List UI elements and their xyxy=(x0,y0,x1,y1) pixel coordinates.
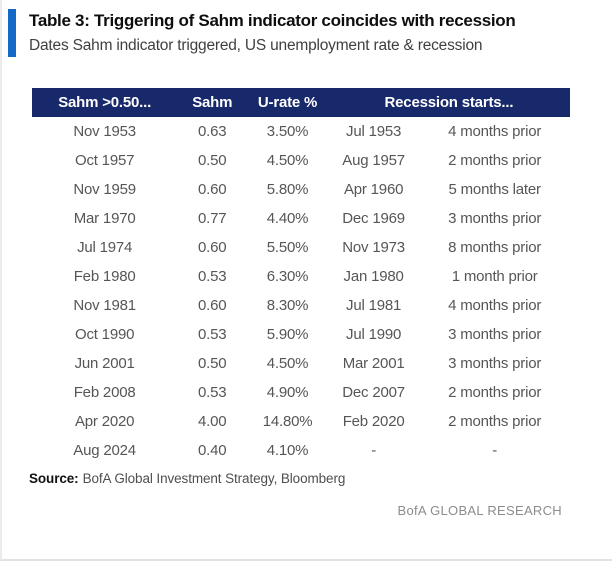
table-cell: 2 months prior xyxy=(448,152,542,169)
table-cell: 0.53 xyxy=(198,326,227,343)
source-note: Source: BofA Global Investment Strategy, … xyxy=(29,471,345,486)
table-row: Feb 2008 0.53 4.90% Dec 2007 2 months prior xyxy=(32,378,570,407)
table-row: Nov 1981 0.60 8.30% Jul 1981 4 months prior xyxy=(32,291,570,320)
table-cell: 6.30% xyxy=(266,268,309,285)
table-cell: 4.90% xyxy=(266,384,309,401)
table-cell: 14.80% xyxy=(262,413,313,430)
table-cell: Feb 1980 xyxy=(73,268,136,285)
table-header-row: Sahm >0.50... Sahm U-rate % Recession st… xyxy=(32,88,570,117)
table-cell: Mar 2001 xyxy=(342,355,405,372)
titles: Table 3: Triggering of Sahm indicator co… xyxy=(29,9,516,57)
table-row: Nov 1959 0.60 5.80% Apr 1960 5 months later xyxy=(32,175,570,204)
table-cell: Feb 2008 xyxy=(73,384,136,401)
table-cell: 5.80% xyxy=(266,181,309,198)
table-cell: 8.30% xyxy=(266,297,309,314)
table-cell: 4.50% xyxy=(266,355,309,372)
table-cell: Apr 1960 xyxy=(343,181,404,198)
table-cell: Nov 1953 xyxy=(73,123,136,140)
column-header-recession-starts: Recession starts... xyxy=(384,94,514,111)
source-label: Source: xyxy=(29,471,79,486)
table-cell: 5 months later xyxy=(448,181,541,198)
table-cell: 1 month prior xyxy=(451,268,538,285)
table-cell: - xyxy=(371,442,376,459)
table-cell: 0.40 xyxy=(198,442,227,459)
table-cell: 3 months prior xyxy=(448,210,542,227)
table-cell: 3.50% xyxy=(266,123,309,140)
table-body: Nov 1953 0.63 3.50% Jul 1953 4 months prior O… xyxy=(32,117,570,465)
table-cell: 4.00 xyxy=(198,413,227,430)
table-row: Oct 1957 0.50 4.50% Aug 1957 2 months prior xyxy=(32,146,570,175)
column-header-unemployment-rate: U-rate % xyxy=(257,94,318,111)
table-row: Jul 1974 0.60 5.50% Nov 1973 8 months prior xyxy=(32,233,570,262)
table-cell: Nov 1981 xyxy=(73,297,136,314)
source-text: BofA Global Investment Strategy, Bloombe… xyxy=(82,471,346,486)
table-cell: 0.60 xyxy=(198,297,227,314)
table-row: Feb 1980 0.53 6.30% Jan 1980 1 month prior xyxy=(32,262,570,291)
table-cell: 0.63 xyxy=(198,123,227,140)
data-table: Sahm >0.50... Sahm U-rate % Recession st… xyxy=(32,88,570,465)
table-row: Mar 1970 0.77 4.40% Dec 1969 3 months prior xyxy=(32,204,570,233)
table-row: Nov 1953 0.63 3.50% Jul 1953 4 months prior xyxy=(32,117,570,146)
table-cell: Dec 1969 xyxy=(342,210,405,227)
brand-line: BofA GLOBAL RESEARCH xyxy=(397,503,562,518)
table-cell: 2 months prior xyxy=(448,384,542,401)
table-cell: Oct 1990 xyxy=(74,326,135,343)
table-cell: Nov 1973 xyxy=(342,239,405,256)
table-cell: Oct 1957 xyxy=(74,152,135,169)
title-accent-bar xyxy=(8,9,16,57)
table-cell: Mar 1970 xyxy=(73,210,136,227)
table-cell: Aug 2024 xyxy=(73,442,136,459)
table-row: Apr 2020 4.00 14.80% Feb 2020 2 months prior xyxy=(32,407,570,436)
table-row: Jun 2001 0.50 4.50% Mar 2001 3 months prior xyxy=(32,349,570,378)
table-cell: Apr 2020 xyxy=(74,413,135,430)
table-cell: 8 months prior xyxy=(448,239,542,256)
table-title: Table 3: Triggering of Sahm indicator co… xyxy=(29,11,516,30)
table-cell: Dec 2007 xyxy=(342,384,405,401)
table-cell: 0.53 xyxy=(198,268,227,285)
column-header-sahm-trigger-date: Sahm >0.50... xyxy=(58,94,152,111)
table-cell: 3 months prior xyxy=(448,355,542,372)
table-cell: 0.50 xyxy=(198,355,227,372)
table-cell: Jan 1980 xyxy=(343,268,404,285)
table-cell: 3 months prior xyxy=(448,326,542,343)
table-cell: 4.50% xyxy=(266,152,309,169)
table-cell: - xyxy=(492,442,498,459)
table-subtitle: Dates Sahm indicator triggered, US unemp… xyxy=(29,36,483,54)
table-cell: 0.50 xyxy=(198,152,227,169)
table-cell: Feb 2020 xyxy=(342,413,405,430)
table-row: Oct 1990 0.53 5.90% Jul 1990 3 months prior xyxy=(32,320,570,349)
table-cell: Nov 1959 xyxy=(73,181,136,198)
table-cell: 5.50% xyxy=(266,239,309,256)
table-cell: 4 months prior xyxy=(448,297,542,314)
table-cell: 0.60 xyxy=(198,181,227,198)
title-block: Table 3: Triggering of Sahm indicator co… xyxy=(8,9,516,57)
table-cell: Jul 1953 xyxy=(346,123,402,140)
table-cell: Jul 1981 xyxy=(346,297,402,314)
table-cell: 4.10% xyxy=(266,442,309,459)
table-row: Aug 2024 0.40 4.10% - - xyxy=(32,436,570,465)
table-cell: 4 months prior xyxy=(448,123,542,140)
table-cell: 2 months prior xyxy=(448,413,542,430)
table-cell: Aug 1957 xyxy=(342,152,405,169)
table-cell: 0.53 xyxy=(198,384,227,401)
table-cell: Jul 1990 xyxy=(346,326,402,343)
table-cell: 0.60 xyxy=(198,239,227,256)
table-cell: 0.77 xyxy=(198,210,227,227)
table-cell: 4.40% xyxy=(266,210,309,227)
table-cell: Jul 1974 xyxy=(77,239,133,256)
table-cell: Jun 2001 xyxy=(74,355,135,372)
column-header-sahm-value: Sahm xyxy=(192,94,233,111)
table-cell: 5.90% xyxy=(266,326,309,343)
